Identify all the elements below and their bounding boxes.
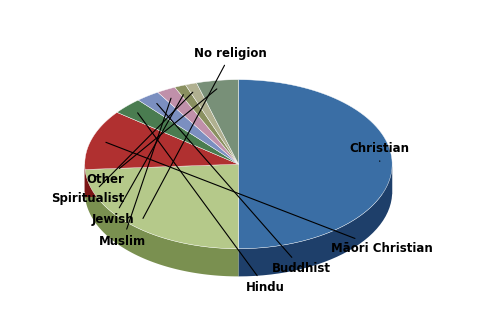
Polygon shape bbox=[238, 164, 392, 194]
Polygon shape bbox=[117, 100, 238, 164]
Polygon shape bbox=[196, 80, 238, 164]
Text: No religion: No religion bbox=[143, 47, 267, 218]
Text: Christian: Christian bbox=[349, 142, 409, 162]
Text: Jewish: Jewish bbox=[92, 95, 184, 226]
Polygon shape bbox=[85, 164, 238, 197]
Polygon shape bbox=[138, 92, 238, 164]
Text: Hindu: Hindu bbox=[138, 113, 285, 294]
Polygon shape bbox=[158, 87, 238, 164]
Polygon shape bbox=[238, 167, 392, 276]
Polygon shape bbox=[175, 85, 238, 164]
Polygon shape bbox=[84, 164, 238, 192]
Polygon shape bbox=[85, 170, 238, 276]
Polygon shape bbox=[85, 164, 238, 197]
Text: Māori Christian: Māori Christian bbox=[106, 142, 432, 255]
Polygon shape bbox=[85, 164, 238, 249]
Polygon shape bbox=[238, 80, 392, 249]
Text: Buddhist: Buddhist bbox=[157, 104, 332, 275]
Text: Muslim: Muslim bbox=[99, 98, 171, 248]
Text: Other: Other bbox=[87, 89, 217, 186]
Text: Spiritualist: Spiritualist bbox=[52, 92, 193, 204]
Polygon shape bbox=[84, 112, 238, 170]
Polygon shape bbox=[186, 83, 238, 164]
